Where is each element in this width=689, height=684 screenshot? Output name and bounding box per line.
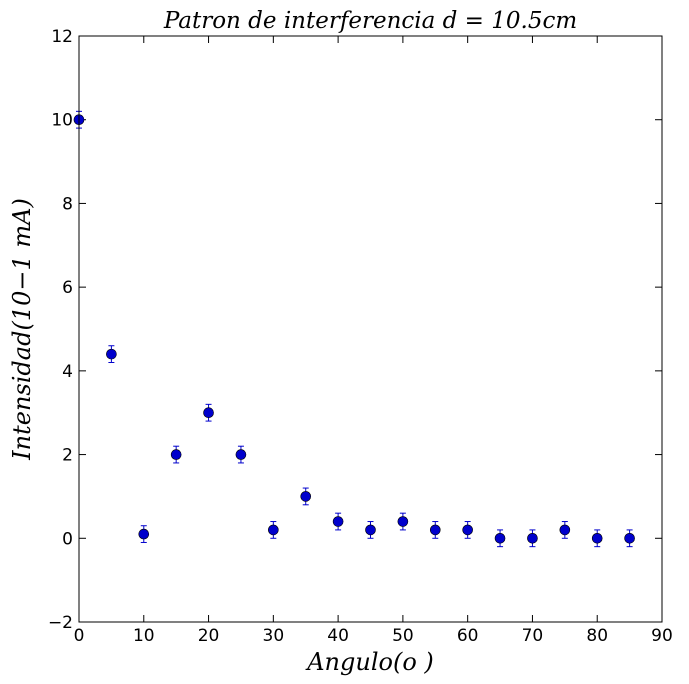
marker-dot [235,449,247,460]
marker-dot [170,449,182,460]
data-point [332,512,344,531]
marker-dot [365,524,376,536]
marker-dot [138,528,150,540]
x-tick-label: 10 [133,626,155,646]
data-point [591,529,603,548]
marker-dot [624,532,635,544]
data-point [365,521,376,539]
data-point [397,512,409,531]
x-tick-label: 40 [327,626,349,646]
marker-dot [203,407,214,419]
y-tick-label: 10 [51,111,73,131]
marker-dot [397,516,409,527]
plot-frame [78,35,663,623]
x-tick-label: 70 [522,626,544,646]
axis-ticks [78,35,663,623]
marker-dot [462,524,473,536]
y-tick-label: 4 [62,362,73,382]
data-point [106,345,117,363]
data-point [494,529,506,548]
data-point [429,521,441,539]
data-markers [73,110,635,548]
y-tick-label: 6 [62,278,73,298]
marker-dot [268,524,279,536]
chart-title: Patron de interferencia d = 10.5cm [163,8,577,34]
x-tick-label: 60 [457,626,479,646]
x-tick-label: 20 [198,626,220,646]
x-tick-label: 30 [263,626,285,646]
data-point [138,525,150,543]
x-tick-label: 0 [74,626,85,646]
x-tick-label: 90 [651,626,673,646]
data-point [203,403,214,422]
data-point [268,521,279,539]
data-point [624,529,635,548]
y-tick-label: 2 [62,446,73,466]
data-point [170,445,182,464]
data-point [235,445,247,464]
x-axis-label: Angulo(o ) [305,648,434,676]
marker-dot [527,532,538,544]
marker-dot [300,491,312,502]
x-tick-label: 80 [586,626,608,646]
y-tick-label: 0 [62,529,73,549]
y-tick-label: 8 [62,194,73,214]
marker-dot [106,348,117,360]
data-point [462,521,473,539]
y-axis-label: Intensidad(10−1 mA) [8,198,36,461]
marker-dot [559,524,571,536]
marker-dot [429,524,441,536]
y-tick-label: 12 [51,27,73,47]
marker-dot [332,516,344,527]
data-point [559,521,571,539]
marker-dot [591,532,603,544]
data-point [300,487,312,506]
y-tick-label: −2 [48,613,73,633]
x-tick-label: 50 [392,626,414,646]
marker-dot [494,532,506,544]
data-point [527,529,538,548]
